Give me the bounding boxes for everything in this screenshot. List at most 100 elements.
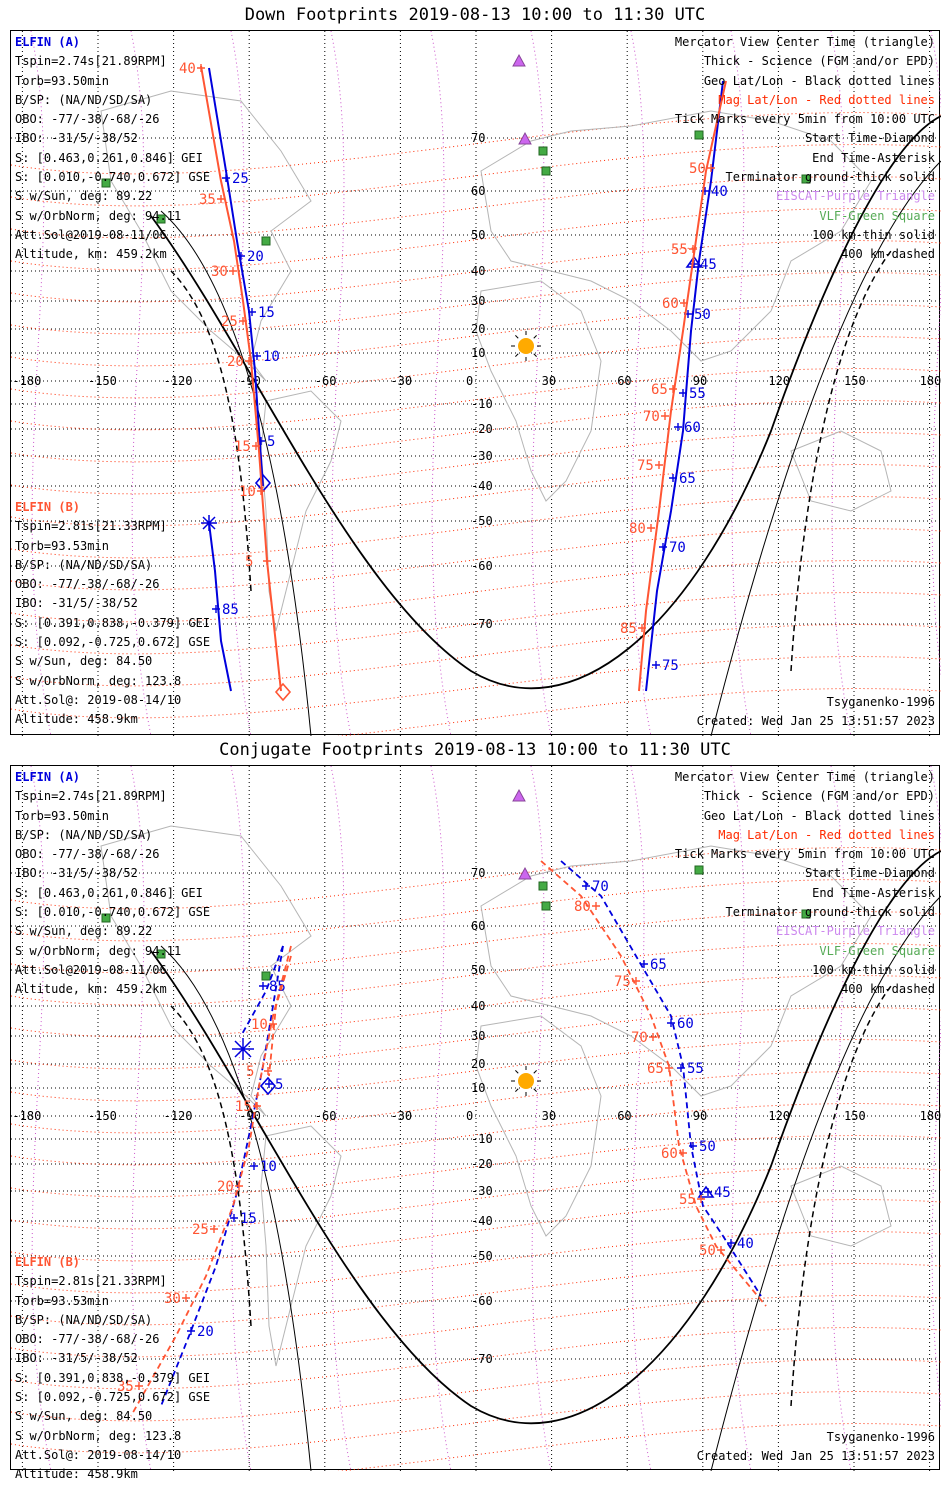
continent-outline	[475, 280, 602, 502]
terminator-400km	[790, 250, 892, 672]
legend-item: Mercator View Center Time (triangle)	[674, 35, 935, 49]
mag-parallel	[11, 656, 941, 719]
mag-parallel	[337, 1423, 941, 1471]
vlf-square	[156, 214, 166, 224]
mag-meridian	[330, 31, 352, 736]
vlf-square	[156, 949, 166, 959]
track-tick-label: 45	[714, 1185, 731, 1201]
track-tick	[257, 487, 265, 495]
lat-tick-label: -20	[471, 422, 493, 436]
track-tick-label: 50	[689, 161, 706, 177]
elfin-b-line: Altitude: 458.9km	[15, 712, 138, 727]
vlf-square	[694, 865, 704, 875]
vlf-square	[538, 146, 548, 156]
mag-meridian	[530, 31, 552, 736]
sun-ray	[533, 335, 537, 339]
lat-tick-label: -70	[471, 617, 493, 631]
mag-parallel	[11, 943, 941, 1006]
lat-tick-label: 70	[471, 131, 485, 145]
map-canvas-conjugate: -180 -150 -120 -90 -60 -30 0 30 60 90 120 150 180706…	[11, 766, 941, 1471]
elfin-a-line: S w/Sun, deg: 89.22	[15, 924, 153, 939]
track-tick-label: 15	[258, 305, 275, 321]
legend-item: Terminator ground-thick solid	[725, 170, 935, 185]
elfin-a-line: Torb=93.50min	[15, 73, 109, 88]
track-tick-label: 40	[737, 1236, 754, 1252]
mag-parallel	[11, 1359, 941, 1422]
track-tick	[689, 245, 697, 253]
sun-ray	[533, 1070, 537, 1074]
track-tick	[647, 524, 655, 532]
mag-parallel	[11, 208, 941, 271]
lat-tick-label: -40	[471, 1214, 493, 1228]
elfin-a-line: S: [0.010,-0.740,0.672] GSE	[15, 170, 211, 185]
elfin-a-line: B/SP: (NA/ND/SD/SA)	[15, 827, 153, 842]
track-tick-label: 15	[234, 439, 251, 455]
track-tick	[665, 1064, 673, 1072]
track-tick	[210, 1225, 218, 1233]
track-tick-label: 30	[164, 1291, 181, 1307]
mag-parallel	[11, 1103, 941, 1166]
track-tick-label: 15	[235, 1099, 252, 1115]
track-tick-label: 70	[631, 1030, 648, 1046]
track-tick-label: 15	[240, 1211, 257, 1227]
lon-tick-label: 0	[466, 1109, 473, 1123]
track-tick	[679, 1149, 687, 1157]
elfin-a-track-far	[208, 522, 232, 692]
track-tick	[217, 195, 225, 203]
vlf-square	[538, 881, 548, 891]
track-tick-label: 85	[269, 979, 286, 995]
elfin-b-name: ELFIN (B)	[15, 1255, 81, 1269]
elfin-b-line: Tspin=2.81s[21.33RPM]	[15, 1274, 167, 1289]
lon-tick-label: 120	[768, 374, 790, 388]
mag-parallel	[11, 496, 941, 559]
lon-tick-label: 0	[466, 374, 473, 388]
track-tick	[264, 1067, 272, 1075]
mag-meridian	[530, 766, 552, 1471]
terminator-100km	[710, 895, 941, 1471]
end-asterisk	[201, 515, 217, 531]
track-tick	[640, 960, 648, 968]
lon-tick-label: -30	[390, 1109, 412, 1123]
terminator-400km	[170, 270, 252, 592]
mag-parallel	[11, 1039, 941, 1102]
track-tick-label: 70	[643, 409, 660, 425]
mag-meridian	[630, 766, 652, 1471]
lon-tick-label: -120	[164, 374, 193, 388]
track-tick-label: 35	[199, 192, 216, 208]
track-tick-label: 65	[679, 471, 696, 487]
track-tick	[655, 461, 663, 469]
track-tick	[677, 1064, 685, 1072]
mag-parallel	[11, 1263, 941, 1326]
track-tick-label: 40	[711, 184, 728, 200]
track-tick	[248, 308, 256, 316]
legend-item: Mercator View Center Time (triangle)	[674, 770, 935, 784]
mag-meridian	[730, 31, 752, 736]
terminator-ground	[150, 115, 941, 690]
terminator-100km	[160, 210, 312, 736]
track-tick	[689, 1142, 697, 1150]
track-tick-label: 65	[651, 382, 668, 398]
track-tick-label: 75	[637, 458, 654, 474]
lat-tick-label: -30	[471, 1184, 493, 1198]
elfin-b-line: IBO: -31/5/-38/52	[15, 596, 138, 611]
track-tick	[680, 299, 688, 307]
vlf-square	[261, 236, 271, 246]
vlf-square	[101, 913, 111, 923]
track-tick	[707, 164, 715, 172]
elfin-a-track-west	[208, 67, 264, 487]
elfin-b-line: S w/Sun, deg: 84.50	[15, 654, 153, 669]
legend-item: Thick - Science (FGM and/or EPD)	[703, 54, 935, 69]
elfin-a-line: OBO: -77/-38/-68/-26	[15, 847, 160, 862]
track-tick-label: 20	[247, 249, 264, 265]
track-tick-label: 10	[239, 484, 256, 500]
track-tick	[182, 1294, 190, 1302]
lat-tick-label: 70	[471, 866, 485, 880]
continent-outline	[260, 390, 342, 632]
elfin-b-line: S: [0.092,-0.725,0.672] GSE	[15, 1390, 211, 1405]
lat-tick-label: 20	[471, 322, 485, 336]
elfin-a-line: IBO: -31/5/-38/52	[15, 131, 138, 146]
track-tick-label: 10	[263, 349, 280, 365]
legend-item: 400 km-dashed	[841, 247, 935, 262]
mag-parallel	[11, 240, 941, 303]
lat-tick-label: 10	[471, 346, 485, 360]
